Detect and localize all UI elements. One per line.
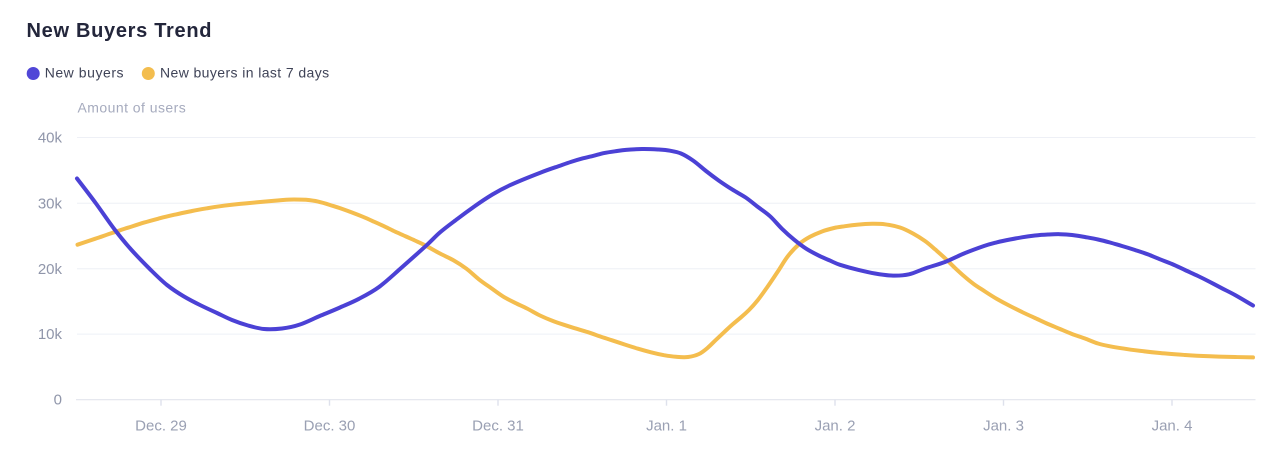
svg-text:Jan. 2: Jan. 2	[815, 418, 856, 435]
svg-text:Amount of users: Amount of users	[78, 100, 187, 116]
svg-text:Jan. 3: Jan. 3	[983, 418, 1024, 435]
svg-text:New Buyers Trend: New Buyers Trend	[27, 20, 213, 42]
svg-text:0: 0	[54, 392, 62, 409]
svg-text:New buyers: New buyers	[45, 65, 124, 81]
svg-text:Dec. 31: Dec. 31	[472, 418, 524, 435]
svg-text:40k: 40k	[38, 130, 63, 147]
svg-text:Jan. 4: Jan. 4	[1152, 418, 1193, 435]
svg-text:30k: 30k	[38, 195, 63, 212]
svg-text:Jan. 1: Jan. 1	[646, 418, 687, 435]
svg-text:Dec. 29: Dec. 29	[135, 418, 187, 435]
svg-text:Dec. 30: Dec. 30	[304, 418, 356, 435]
svg-text:20k: 20k	[38, 261, 63, 278]
svg-text:New buyers in last 7 days: New buyers in last 7 days	[160, 65, 330, 81]
svg-text:10k: 10k	[38, 326, 63, 343]
